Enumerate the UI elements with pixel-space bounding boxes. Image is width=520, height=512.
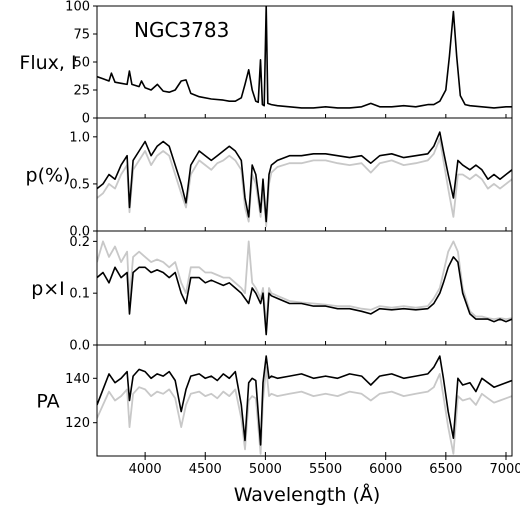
panel-2-ytick-label: 0.0 — [69, 225, 90, 240]
panel-4: 120 140 PA — [36, 344, 513, 457]
panel-2-frame — [96, 117, 513, 232]
object-label: NGC3783 — [134, 18, 229, 42]
panel-2-ytick-label: 1.0 — [69, 130, 90, 145]
panel-1-ytick-label: 50 — [73, 56, 90, 71]
panel-3-ytick-label: 0.0 — [69, 339, 90, 354]
panel-2: 0.0 0.5 1.0 p(%) — [26, 117, 513, 240]
x-tick-label: 7000 — [489, 462, 520, 477]
panel-1-y-axis-label: Flux, I — [19, 52, 76, 74]
panel-3-series-line-1 — [97, 256, 512, 336]
x-tick-label: 6000 — [369, 462, 402, 477]
panel-2-series-line-1 — [97, 131, 512, 223]
panel-4-ytick-label: 140 — [65, 372, 90, 387]
panel-4-ytick-label: 120 — [65, 416, 90, 431]
x-axis-label: Wavelength (Å) — [234, 483, 381, 506]
panel-2-series — [97, 131, 512, 228]
panel-1-ytick-label: 25 — [73, 84, 90, 99]
panel-4-series — [97, 355, 512, 455]
panel-3-ytick-label: 0.1 — [69, 287, 90, 302]
panel-2-y-axis-label: p(%) — [26, 165, 71, 187]
panel-4-y-axis-label: PA — [36, 391, 59, 413]
panel-1-series — [97, 6, 512, 109]
panel-1-series-line-1 — [97, 6, 512, 109]
panel-4-series-line-2 — [97, 366, 512, 455]
panel-3-y-axis-label: p×I — [31, 278, 65, 300]
panel-1: 0 25 50 75 100 Flux, I — [19, 0, 513, 127]
panel-3-ytick-label: 0.2 — [69, 235, 90, 250]
x-tick-label: 4000 — [129, 462, 162, 477]
panel-4-series-line-1 — [97, 355, 512, 446]
panel-4-frame — [96, 344, 513, 457]
panels-group: 0 25 50 75 100 Flux, I 0.0 0.5 1.0 p(%) 0.0 0.1 0.2 p… — [19, 0, 520, 477]
panel-1-ytick-label: 0 — [82, 112, 90, 127]
panel-1-ytick-label: 75 — [73, 28, 90, 43]
panel-3: 0.0 0.1 0.2 p×I — [31, 230, 513, 354]
panel-1-ytick-label: 100 — [65, 0, 90, 15]
x-tick-label: 4500 — [189, 462, 222, 477]
x-tick-label: 5000 — [249, 462, 282, 477]
x-tick-label: 5500 — [309, 462, 342, 477]
panel-2-ytick-label: 0.5 — [69, 177, 90, 192]
panel-3-series-line-2 — [97, 240, 512, 326]
x-tick-label: 6500 — [429, 462, 462, 477]
panel-3-series — [97, 240, 512, 336]
